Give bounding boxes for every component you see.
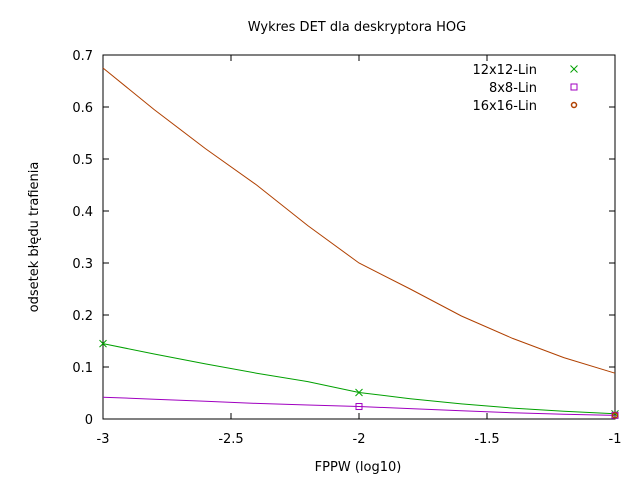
chart-title: Wykres DET dla deskryptora HOG: [248, 20, 467, 35]
legend: 12x12-Lin 8x8-Lin 16x16-Lin: [472, 63, 578, 114]
square-marker: [570, 83, 578, 91]
y-tick-label: 0: [85, 413, 93, 428]
cross-marker: [355, 388, 363, 397]
x-tick-label: -1.5: [474, 432, 499, 447]
circle-marker: [611, 412, 619, 419]
y-tick-label: 0.6: [72, 101, 93, 116]
series-line: [102, 67, 616, 374]
square-marker: [355, 403, 363, 411]
x-tick-label: -1: [609, 432, 622, 447]
circle-marker: [570, 101, 578, 109]
legend-label: 16x16-Lin: [472, 99, 537, 114]
y-tick-label: 0.2: [72, 309, 93, 324]
x-axis-ticks: -3 -2.5 -2 -1.5 -1: [97, 55, 622, 447]
series-group: [102, 67, 619, 419]
x-axis-label: FPPW (log10): [315, 460, 402, 475]
x-tick-label: -2: [353, 432, 366, 447]
series-line: [102, 396, 616, 416]
y-axis-ticks: 0 0.1 0.2 0.3 0.4 0.5 0.6 0.7: [72, 49, 615, 428]
x-tick-label: -3: [97, 432, 110, 447]
y-tick-label: 0.7: [72, 49, 93, 64]
y-axis-label: odsetek błędu trafienia: [27, 162, 42, 313]
y-tick-label: 0.1: [72, 361, 93, 376]
legend-label: 8x8-Lin: [489, 81, 537, 96]
y-tick-label: 0.4: [72, 205, 93, 220]
legend-label: 12x12-Lin: [472, 63, 537, 78]
cross-marker: [570, 65, 578, 73]
x-tick-label: -2.5: [218, 432, 243, 447]
series-layer: [99, 67, 619, 419]
cross-marker: [99, 339, 107, 348]
y-tick-label: 0.3: [72, 257, 93, 272]
y-tick-label: 0.5: [72, 153, 93, 168]
